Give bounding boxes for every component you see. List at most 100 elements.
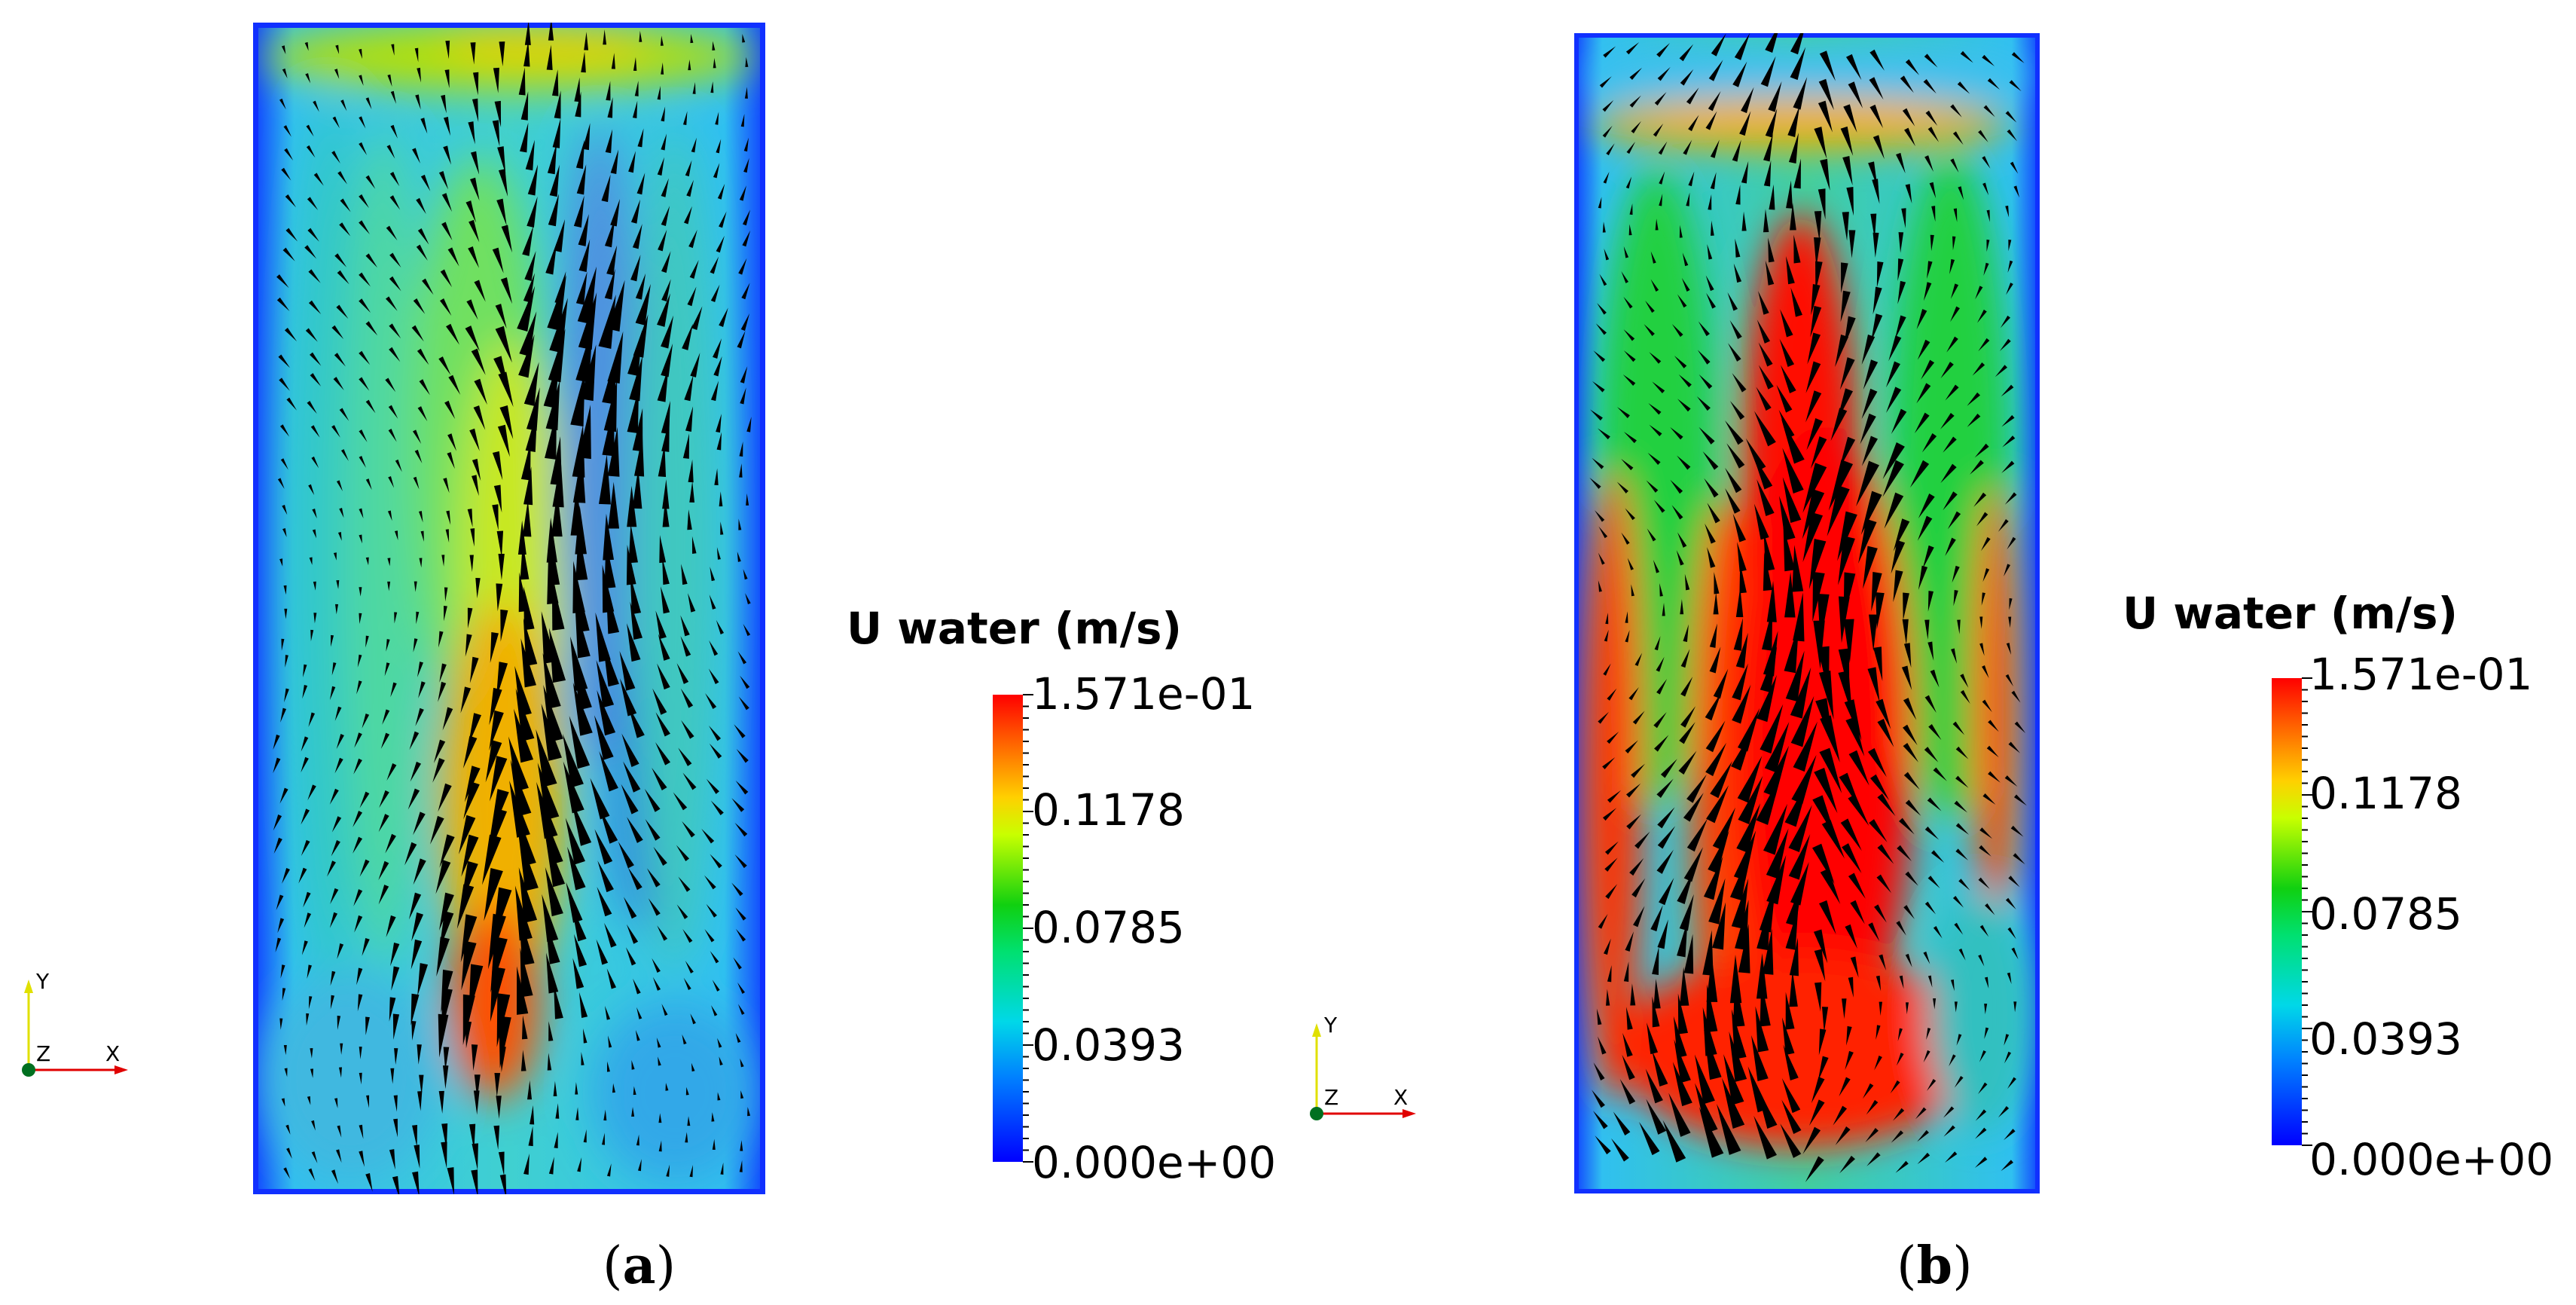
velocity-arrow bbox=[365, 253, 378, 268]
velocity-arrow bbox=[662, 498, 670, 527]
velocity-arrow bbox=[691, 306, 703, 330]
velocity-arrow bbox=[619, 651, 636, 691]
velocity-arrow bbox=[577, 1157, 582, 1172]
velocity-arrow bbox=[1802, 1126, 1821, 1154]
velocity-arrow bbox=[554, 1132, 558, 1149]
velocity-arrow bbox=[418, 511, 423, 523]
velocity-arrow bbox=[735, 1032, 741, 1043]
velocity-arrow bbox=[2004, 564, 2010, 577]
velocity-arrow bbox=[1656, 678, 1668, 695]
velocity-arrow bbox=[1763, 803, 1788, 855]
velocity-arrow bbox=[645, 819, 661, 841]
velocity-arrow bbox=[1978, 130, 1988, 142]
velocity-arrow bbox=[1680, 706, 1696, 728]
velocity-arrow bbox=[1952, 131, 1964, 145]
velocity-arrow bbox=[359, 1072, 362, 1085]
velocity-arrow bbox=[1713, 591, 1719, 615]
velocity-arrow bbox=[1839, 1155, 1855, 1174]
velocity-arrow bbox=[1697, 350, 1711, 365]
velocity-arrow bbox=[1813, 929, 1828, 964]
velocity-arrow bbox=[1783, 1044, 1799, 1080]
velocity-arrow bbox=[1903, 643, 1912, 668]
velocity-arrow bbox=[414, 1145, 420, 1169]
velocity-arrow bbox=[493, 1125, 500, 1151]
velocity-arrow bbox=[1952, 565, 1960, 583]
velocity-arrow bbox=[1769, 184, 1775, 210]
velocity-arrow bbox=[1818, 1056, 1829, 1082]
velocity-arrow bbox=[1598, 197, 1602, 209]
velocity-arrow bbox=[492, 247, 504, 274]
velocity-arrow bbox=[1914, 412, 1930, 433]
velocity-arrow bbox=[404, 842, 417, 866]
velocity-arrow bbox=[2013, 185, 2020, 198]
velocity-arrow bbox=[1668, 1093, 1691, 1137]
velocity-arrow bbox=[429, 815, 444, 845]
velocity-arrow bbox=[1682, 252, 1689, 267]
velocity-arrow bbox=[1819, 670, 1834, 720]
velocity-arrow bbox=[1903, 742, 1919, 763]
velocity-arrow bbox=[652, 958, 661, 973]
velocity-arrow bbox=[1763, 209, 1769, 233]
velocity-contour-a bbox=[253, 23, 765, 1194]
velocity-arrow bbox=[1593, 350, 1606, 362]
velocity-arrow bbox=[634, 81, 639, 96]
velocity-arrow bbox=[338, 1067, 342, 1078]
velocity-arrow bbox=[365, 321, 378, 336]
velocity-arrow bbox=[1848, 794, 1869, 827]
velocity-arrow bbox=[686, 179, 694, 197]
velocity-arrow bbox=[304, 41, 309, 51]
velocity-arrow bbox=[661, 343, 673, 377]
velocity-arrow bbox=[1686, 192, 1690, 206]
velocity-arrow bbox=[1905, 59, 1920, 75]
velocity-arrow bbox=[1764, 722, 1790, 773]
velocity-arrow bbox=[390, 1068, 395, 1084]
velocity-arrow bbox=[312, 508, 317, 519]
velocity-arrow bbox=[1605, 884, 1618, 900]
velocity-arrow bbox=[606, 1061, 610, 1072]
velocity-arrow bbox=[627, 817, 643, 843]
velocity-arrow bbox=[417, 348, 429, 365]
velocity-arrow bbox=[1789, 937, 1799, 976]
velocity-arrow bbox=[1876, 874, 1892, 894]
velocity-arrow bbox=[536, 729, 557, 787]
velocity-arrow bbox=[1830, 408, 1848, 442]
velocity-arrow bbox=[1629, 857, 1644, 876]
velocity-arrow bbox=[1699, 374, 1713, 390]
velocity-arrow bbox=[1805, 361, 1821, 393]
velocity-arrow bbox=[1960, 689, 1970, 704]
velocity-arrow bbox=[310, 1068, 313, 1078]
velocity-arrow bbox=[731, 882, 743, 897]
velocity-arrow bbox=[1706, 292, 1717, 309]
velocity-arrow bbox=[633, 57, 637, 72]
velocity-arrow bbox=[468, 121, 475, 145]
velocity-arrow bbox=[509, 781, 530, 838]
velocity-arrow bbox=[359, 298, 371, 313]
velocity-arrow bbox=[656, 1038, 661, 1048]
velocity-arrow bbox=[1677, 455, 1691, 470]
velocity-arrow bbox=[2004, 1034, 2010, 1046]
velocity-arrow bbox=[2004, 1051, 2012, 1064]
velocity-arrow bbox=[1927, 797, 1942, 811]
velocity-arrow bbox=[1782, 448, 1804, 494]
velocity-arrow bbox=[623, 897, 637, 919]
velocity-arrow bbox=[1792, 545, 1804, 592]
velocity-arrow bbox=[418, 681, 426, 698]
velocity-arrow bbox=[520, 1050, 526, 1071]
velocity-arrow bbox=[633, 978, 641, 995]
velocity-arrow bbox=[1623, 432, 1637, 444]
velocity-arrow bbox=[490, 756, 508, 802]
velocity-arrow bbox=[639, 30, 642, 42]
velocity-arrow bbox=[1979, 845, 1992, 857]
velocity-arrow bbox=[359, 272, 371, 287]
velocity-arrow bbox=[713, 163, 720, 179]
velocity-arrow bbox=[463, 781, 480, 820]
velocity-arrow bbox=[1680, 69, 1694, 86]
velocity-arrow bbox=[514, 708, 534, 763]
velocity-arrow bbox=[422, 278, 434, 295]
velocity-arrow bbox=[1967, 392, 1980, 406]
velocity-arrow bbox=[496, 583, 503, 612]
velocity-arrow bbox=[734, 724, 746, 738]
velocity-arrow bbox=[1780, 309, 1793, 338]
velocity-arrow bbox=[1711, 33, 1726, 57]
velocity-arrow bbox=[1877, 719, 1894, 747]
